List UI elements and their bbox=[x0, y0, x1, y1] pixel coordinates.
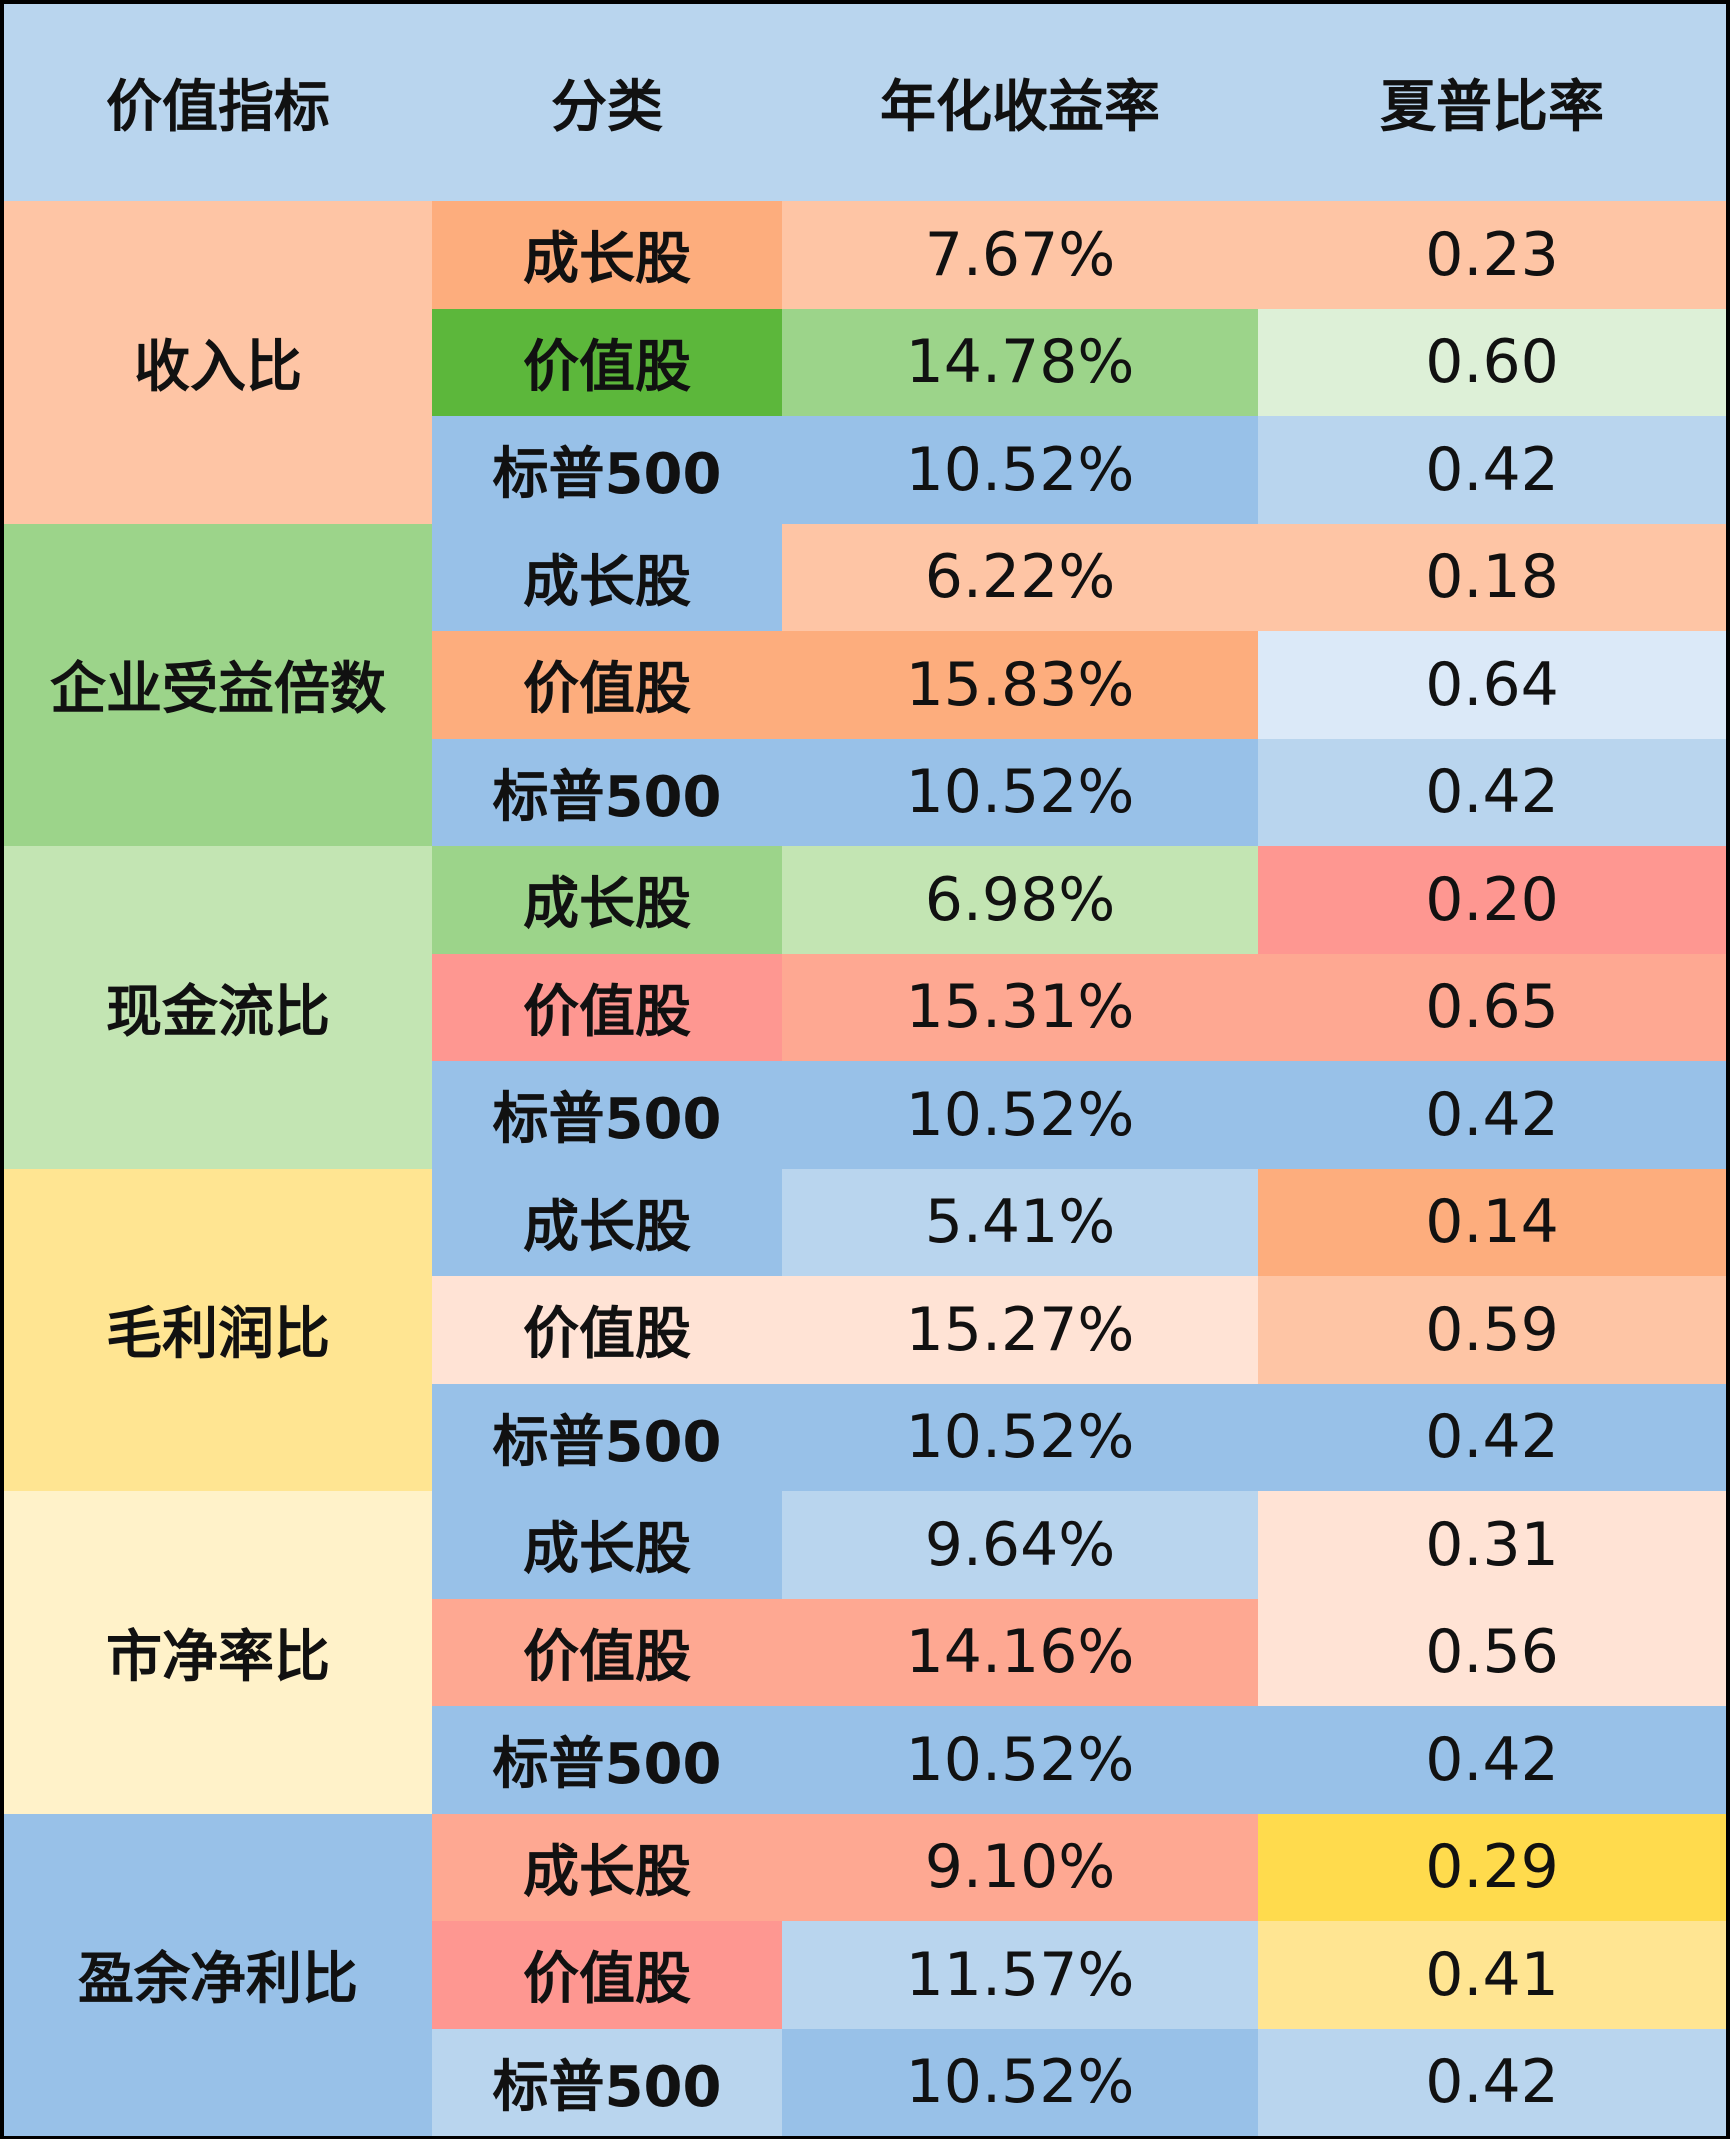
sharpe-ratio-cell: 0.20 bbox=[1258, 846, 1726, 954]
annual-return-cell: 15.27% bbox=[782, 1276, 1258, 1384]
category-cell: 价值股 bbox=[432, 953, 782, 1061]
annual-return-cell: 10.52% bbox=[782, 2028, 1258, 2136]
category-cell: 价值股 bbox=[432, 308, 782, 416]
annual-return-cell: 11.57% bbox=[782, 1921, 1258, 2029]
indicator-cell: 市净率比 bbox=[4, 1491, 432, 1814]
sharpe-ratio-cell: 0.41 bbox=[1258, 1921, 1726, 2029]
annual-return-cell: 14.78% bbox=[782, 308, 1258, 416]
annual-return-cell: 9.10% bbox=[782, 1813, 1258, 1921]
annual-return-cell: 15.31% bbox=[782, 953, 1258, 1061]
sharpe-ratio-cell: 0.42 bbox=[1258, 1383, 1726, 1491]
category-cell: 价值股 bbox=[432, 1276, 782, 1384]
header-category: 分类 bbox=[432, 4, 782, 201]
annual-return-cell: 14.16% bbox=[782, 1598, 1258, 1706]
indicator-cell: 盈余净利比 bbox=[4, 1813, 432, 2136]
category-cell: 成长股 bbox=[432, 201, 782, 309]
category-cell: 成长股 bbox=[432, 1491, 782, 1599]
indicator-cell: 毛利润比 bbox=[4, 1168, 432, 1491]
sharpe-ratio-cell: 0.59 bbox=[1258, 1276, 1726, 1384]
annual-return-cell: 10.52% bbox=[782, 1383, 1258, 1491]
category-cell: 成长股 bbox=[432, 1813, 782, 1921]
sharpe-ratio-cell: 0.14 bbox=[1258, 1168, 1726, 1276]
annual-return-cell: 9.64% bbox=[782, 1491, 1258, 1599]
indicator-cell: 收入比 bbox=[4, 201, 432, 524]
sharpe-ratio-cell: 0.42 bbox=[1258, 1706, 1726, 1814]
category-cell: 标普500 bbox=[432, 1706, 782, 1814]
header-return: 年化收益率 bbox=[782, 4, 1258, 201]
indicator-cell: 企业受益倍数 bbox=[4, 523, 432, 846]
sharpe-ratio-cell: 0.23 bbox=[1258, 201, 1726, 309]
header-sharpe: 夏普比率 bbox=[1258, 4, 1726, 201]
annual-return-cell: 15.83% bbox=[782, 631, 1258, 739]
sharpe-ratio-cell: 0.29 bbox=[1258, 1813, 1726, 1921]
category-cell: 标普500 bbox=[432, 2028, 782, 2136]
category-cell: 标普500 bbox=[432, 1383, 782, 1491]
category-cell: 价值股 bbox=[432, 631, 782, 739]
category-cell: 标普500 bbox=[432, 1061, 782, 1169]
annual-return-cell: 6.22% bbox=[782, 523, 1258, 631]
category-cell: 标普500 bbox=[432, 738, 782, 846]
sharpe-ratio-cell: 0.42 bbox=[1258, 1061, 1726, 1169]
sharpe-ratio-cell: 0.42 bbox=[1258, 738, 1726, 846]
category-cell: 成长股 bbox=[432, 523, 782, 631]
category-cell: 成长股 bbox=[432, 1168, 782, 1276]
indicator-cell: 现金流比 bbox=[4, 846, 432, 1169]
sharpe-ratio-cell: 0.56 bbox=[1258, 1598, 1726, 1706]
annual-return-cell: 7.67% bbox=[782, 201, 1258, 309]
category-cell: 标普500 bbox=[432, 416, 782, 524]
annual-return-cell: 10.52% bbox=[782, 1061, 1258, 1169]
annual-return-cell: 10.52% bbox=[782, 738, 1258, 846]
sharpe-ratio-cell: 0.60 bbox=[1258, 308, 1726, 416]
sharpe-ratio-cell: 0.18 bbox=[1258, 523, 1726, 631]
header-indicator: 价值指标 bbox=[4, 4, 432, 201]
sharpe-ratio-cell: 0.65 bbox=[1258, 953, 1726, 1061]
sharpe-ratio-cell: 0.31 bbox=[1258, 1491, 1726, 1599]
annual-return-cell: 10.52% bbox=[782, 1706, 1258, 1814]
annual-return-cell: 10.52% bbox=[782, 416, 1258, 524]
category-cell: 价值股 bbox=[432, 1921, 782, 2029]
annual-return-cell: 6.98% bbox=[782, 846, 1258, 954]
sharpe-ratio-cell: 0.64 bbox=[1258, 631, 1726, 739]
annual-return-cell: 5.41% bbox=[782, 1168, 1258, 1276]
sharpe-ratio-cell: 0.42 bbox=[1258, 2028, 1726, 2136]
category-cell: 成长股 bbox=[432, 846, 782, 954]
category-cell: 价值股 bbox=[432, 1598, 782, 1706]
sharpe-ratio-cell: 0.42 bbox=[1258, 416, 1726, 524]
